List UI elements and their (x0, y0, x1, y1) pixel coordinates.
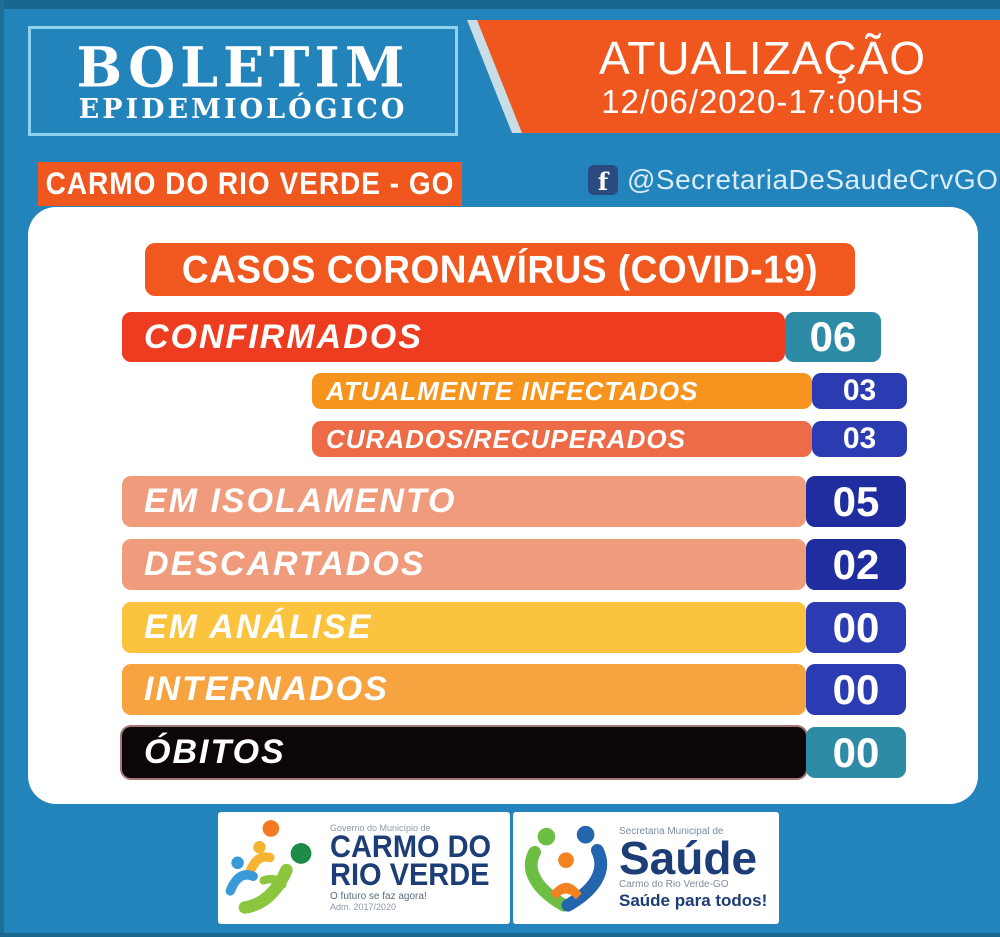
city-people-icon (225, 820, 312, 914)
city-logo-name-line1: CARMO DO (330, 828, 492, 865)
bar-label-confirmados: CONFIRMADOS (122, 312, 785, 362)
row-curados-recuperados: CURADOS/RECUPERADOS 03 (312, 421, 907, 457)
bar-label-internados: INTERNADOS (122, 664, 806, 715)
row-atualmente-infectados: ATUALMENTE INFECTADOS 03 (312, 373, 907, 409)
bar-label-em-isolamento: EM ISOLAMENTO (122, 476, 806, 527)
row-obitos: ÓBITOS 00 (122, 727, 906, 778)
bar-label-curados-recuperados: CURADOS/RECUPERADOS (312, 421, 812, 457)
facebook-icon: f (588, 165, 618, 195)
health-logo-topline: Secretaria Municipal de (619, 826, 724, 837)
bulletin-title-box: BOLETIM EPIDEMIOLÓGICO (28, 26, 458, 136)
row-em-analise: EM ANÁLISE 00 (122, 602, 906, 653)
update-label: ATUALIZAÇÃO (598, 32, 927, 84)
bulletin-title-line2: EPIDEMIOLÓGICO (78, 93, 408, 125)
city-logo-slogan: O futuro se faz agora! (330, 891, 427, 903)
health-logo-text: Secretaria Municipal de Saúde Carmo do R… (619, 827, 767, 910)
row-internados: INTERNADOS 00 (122, 664, 906, 715)
city-banner-text: CARMO DO RIO VERDE - GO (45, 166, 455, 201)
city-banner: CARMO DO RIO VERDE - GO (38, 162, 462, 206)
bar-label-obitos: ÓBITOS (122, 727, 806, 778)
facebook-handle-link[interactable]: f @SecretariaDeSaudeCrvGO (588, 163, 998, 197)
city-logo-name-line2: RIO VERDE (330, 857, 490, 893)
city-logo-admin: Adm. 2017/2020 (330, 902, 397, 913)
health-logo-subline: Carmo do Rio Verde-GO (619, 880, 729, 891)
city-logo: Governo do Município de CARMO DO RIO VER… (218, 812, 510, 924)
row-descartados: DESCARTADOS 02 (122, 539, 906, 590)
health-logo-name: Saúde (619, 831, 758, 884)
bar-label-atualmente-infectados: ATUALMENTE INFECTADOS (312, 373, 812, 409)
bar-label-descartados: DESCARTADOS (122, 539, 806, 590)
row-em-isolamento: EM ISOLAMENTO 05 (122, 476, 906, 527)
city-logo-topline: Governo do Município de (330, 823, 431, 833)
row-confirmados: CONFIRMADOS 06 (122, 312, 881, 362)
left-edge-strip (0, 0, 4, 937)
health-heart-icon (524, 825, 608, 912)
bottom-edge-strip (0, 933, 1000, 937)
update-datetime: 12/06/2020-17:00HS (601, 83, 924, 120)
value-badge-obitos: 00 (806, 727, 906, 778)
panel-title-banner: CASOS CORONAVÍRUS (COVID-19) (145, 243, 855, 296)
value-badge-descartados: 02 (806, 539, 906, 590)
value-badge-confirmados: 06 (785, 312, 881, 362)
value-badge-em-analise: 00 (806, 602, 906, 653)
value-badge-atualmente-infectados: 03 (812, 373, 907, 409)
update-banner: ATUALIZAÇÃO 12/06/2020-17:00HS (477, 20, 1000, 133)
value-badge-internados: 00 (806, 664, 906, 715)
city-logo-text: Governo do Município de CARMO DO RIO VER… (330, 824, 491, 913)
health-department-logo: Secretaria Municipal de Saúde Carmo do R… (513, 812, 779, 924)
value-badge-curados-recuperados: 03 (812, 421, 907, 457)
health-logo-slogan: Saúde para todos! (619, 891, 768, 911)
bulletin-title-line1: BOLETIM (76, 33, 410, 100)
facebook-handle-text: @SecretariaDeSaudeCrvGO (627, 164, 999, 195)
bar-label-em-analise: EM ANÁLISE (122, 602, 806, 653)
panel-title-text: CASOS CORONAVÍRUS (COVID-19) (181, 247, 819, 291)
top-edge-strip (0, 0, 1000, 9)
value-badge-em-isolamento: 05 (806, 476, 906, 527)
stats-panel: CASOS CORONAVÍRUS (COVID-19) CONFIRMADOS… (28, 207, 978, 804)
